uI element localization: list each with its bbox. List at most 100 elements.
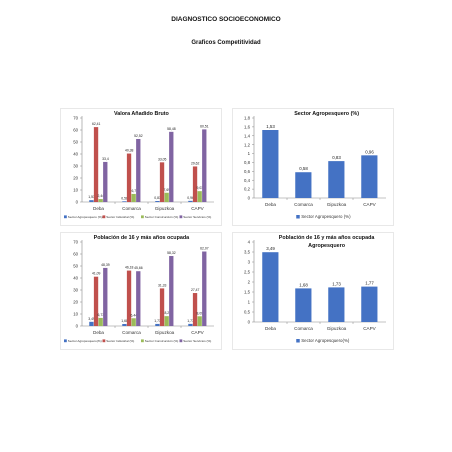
bar — [262, 252, 279, 322]
x-tick-label: Gipuzkoa — [327, 326, 347, 331]
y-tick-label: 2,5 — [244, 270, 251, 275]
y-tick-label: 40 — [73, 276, 78, 281]
bar — [136, 271, 141, 326]
legend-label: Sector Servicios (%) — [183, 215, 211, 219]
y-tick-label: 1 — [248, 300, 251, 305]
data-label: 0,96 — [365, 149, 374, 154]
document-title: DIAGNOSTICO SOCIOECONOMICO — [171, 16, 281, 23]
bar — [159, 288, 165, 326]
data-label: 3,49 — [266, 246, 275, 251]
y-tick-label: 0,8 — [244, 160, 251, 165]
legend-swatch — [179, 339, 183, 343]
chart-title: Población de 16 y más años ocupada — [94, 235, 191, 241]
y-tick-label: 50 — [73, 140, 78, 145]
chart-poblacion-ocupada-agropesquero: Población de 16 y más años ocupada Agrope… — [232, 232, 394, 350]
legend-label: Sector Agropesquero(%) — [68, 339, 102, 343]
bar — [197, 191, 202, 202]
data-label: 27,47 — [191, 288, 200, 292]
x-tick-label: Gipuzkoa — [155, 206, 175, 211]
y-tick-label: 0,5 — [244, 310, 251, 315]
bar — [361, 286, 378, 322]
x-tick-label: CAPV — [191, 206, 204, 211]
data-label: 29,62 — [191, 161, 200, 165]
legend-label: Sector Agropesquero (%) — [301, 214, 351, 219]
data-label: 41,09 — [92, 272, 101, 276]
bar — [188, 200, 193, 202]
y-tick-label: 10 — [73, 312, 78, 317]
legend-label: Sector Industrial (%) — [106, 339, 134, 343]
data-label: 6,44 — [131, 313, 138, 317]
x-tick-label: Comarca — [294, 202, 313, 207]
data-label: 58,48 — [167, 127, 176, 131]
legend-label: Sector Servicios (%) — [183, 339, 211, 343]
data-label: 1,68 — [299, 282, 308, 287]
bar — [126, 270, 132, 326]
y-tick-label: 70 — [73, 240, 78, 245]
data-label: 2,44 — [98, 194, 105, 198]
data-label: 1,73 — [154, 319, 161, 323]
chart-title: Agropesquero — [308, 243, 346, 249]
chart-poblacion-ocupada: Población de 16 y más años ocupada 0 10 20 3… — [60, 232, 222, 350]
y-tick-label: 1,5 — [244, 290, 251, 295]
bar — [155, 201, 160, 202]
data-label: 1,77 — [365, 281, 374, 286]
data-label: 0,83 — [154, 196, 161, 200]
y-tick-label: 4 — [248, 240, 251, 245]
bar — [155, 323, 160, 326]
bar — [93, 127, 99, 202]
x-tick-label: Deba — [93, 206, 104, 211]
bar — [93, 276, 99, 326]
bar — [98, 199, 103, 202]
y-tick-label: 0 — [248, 196, 251, 201]
x-tick-label: CAPV — [363, 326, 376, 331]
y-tick-label: 1,8 — [244, 116, 251, 121]
y-tick-label: 70 — [73, 116, 78, 121]
y-tick-label: 20 — [73, 176, 78, 181]
data-label: 46,18 — [125, 266, 134, 270]
legend-swatch — [102, 339, 106, 343]
data-label: 6,73 — [98, 313, 105, 317]
legend-swatch — [102, 215, 106, 219]
data-label: 0,83 — [332, 155, 341, 160]
chart-title: Sector Agropesquero (%) — [294, 111, 359, 117]
bar — [262, 130, 279, 198]
data-label: 62,07 — [200, 247, 209, 251]
bar — [164, 316, 169, 326]
bar — [136, 138, 141, 202]
bar — [192, 293, 198, 326]
bar — [328, 287, 345, 322]
data-label: 60,51 — [200, 124, 209, 128]
bar — [202, 129, 207, 202]
y-tick-label: 1,4 — [244, 133, 251, 138]
chart-title: Valora Añadido Bruto — [114, 111, 170, 117]
y-tick-label: 40 — [73, 152, 78, 157]
y-tick-label: 3,5 — [244, 250, 251, 255]
y-tick-label: 2 — [248, 280, 251, 285]
bar — [103, 161, 108, 202]
data-label: 0,96 — [187, 196, 194, 200]
data-label: 33,05 — [158, 157, 167, 161]
legend-swatch — [141, 215, 144, 219]
data-label: 40,38 — [125, 149, 134, 153]
chart-title: Población de 16 y más años ocupada — [279, 235, 376, 241]
y-tick-label: 0 — [248, 320, 251, 325]
data-label: 58,32 — [167, 251, 176, 255]
x-tick-label: Deba — [265, 326, 276, 331]
data-label: 0,58 — [299, 166, 308, 171]
bar — [328, 161, 345, 198]
legend-label: Sector Agropesquero (%) — [68, 215, 103, 219]
bar — [126, 153, 132, 202]
legend-swatch — [179, 215, 183, 219]
y-tick-label: 50 — [73, 264, 78, 269]
bar — [169, 256, 174, 326]
legend-label: Sector Construcción (%) — [145, 339, 179, 343]
legend-swatch — [296, 215, 300, 219]
bar — [192, 166, 198, 202]
x-tick-label: Comarca — [294, 326, 313, 331]
bar — [188, 323, 193, 326]
bar — [89, 200, 94, 202]
data-label: 1,73 — [332, 281, 341, 286]
y-tick-label: 1 — [248, 151, 251, 156]
chart-sector-agropesquero: Sector Agropesquero (%) 0 0,2 0,4 0,6 0,8 1 1,2… — [232, 108, 394, 226]
bar — [295, 172, 312, 198]
